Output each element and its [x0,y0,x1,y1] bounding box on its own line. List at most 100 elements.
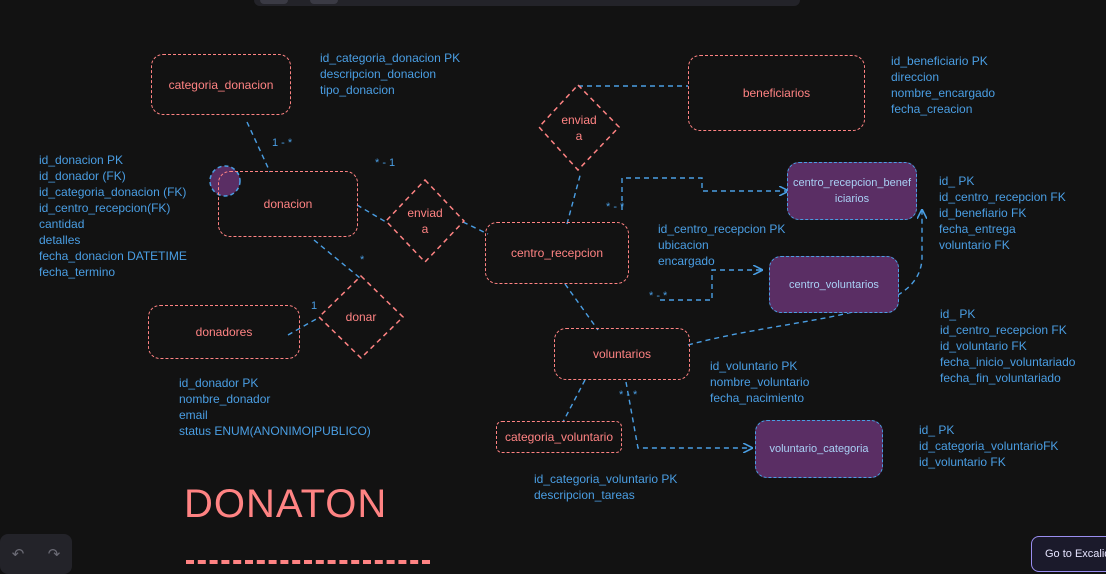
toolbar-button[interactable] [260,0,288,4]
attribute: id_categoria_voluntarioFK [919,439,1059,453]
entity-label: voluntario_categoria [769,443,869,455]
attribute: encargado [658,254,715,268]
entity-label: donacion [263,197,313,211]
link-centro-cv [660,270,762,301]
entity-label: centro_voluntarios [789,278,879,291]
relation-label-line: enviad [561,112,597,127]
link-catdonacion-donacion [246,121,271,173]
attribute: id_voluntario FK [919,455,1006,469]
attrs-centro-recepcion: id_centro_recepcion PK ubicacion encarga… [658,221,785,269]
attribute: id_centro_recepcion(FK) [39,201,171,215]
cardinality-label: * - * [619,389,638,401]
attribute: fecha_donacion DATETIME [39,249,187,263]
cardinality-label: * - * [606,201,625,213]
relation-enviada-beneficiarios[interactable]: enviad a [539,85,619,170]
attrs-voluntario-categoria: id_ PK id_categoria_voluntarioFK id_volu… [919,422,1058,470]
attrs-donadores: id_donador PK nombre_donador email statu… [179,375,371,439]
entity-voluntarios[interactable]: voluntarios [554,328,690,380]
attrs-centro-recepcion-beneficiarios: id_ PK id_centro_recepcion FK id_benefia… [939,173,1066,253]
attribute: id_ PK [919,423,955,437]
entity-label: beneficiarios [742,86,811,100]
relation-label: donar [345,310,377,324]
entity-label: categoria_voluntario [504,430,614,444]
attrs-voluntarios: id_voluntario PK nombre_voluntario fecha… [710,358,809,406]
attribute: id_categoria_donacion PK [320,51,461,65]
toolbar-button[interactable] [310,0,338,4]
attribute: cantidad [39,217,85,231]
entity-centro-recepcion-beneficiarios[interactable]: centro_recepcion_beneficiarios [787,162,917,220]
entity-label: centro_recepcion_beneficiarios [792,177,912,205]
cardinality-label: * - 1 [375,157,396,169]
link-centro-voluntarios [564,283,599,331]
attribute: detalles [39,233,81,247]
entity-label: centro_recepcion [510,246,604,260]
link-donadores-donar [287,317,319,336]
link-enviada-centro [462,221,489,235]
entity-donadores[interactable]: donadores [148,305,300,359]
attribute: id_ PK [939,174,975,188]
link-voluntarios-crb [687,210,922,346]
relation-donar[interactable]: donar [319,276,403,358]
relation-enviada-beneficiarios-shape [537,83,621,172]
entity-categoria-voluntario[interactable]: categoria_voluntario [496,421,622,453]
attribute: nombre_voluntario [710,375,810,389]
relation-enviada-donacion-shape [384,178,466,264]
relation-donar-shape [317,274,405,360]
undo-redo-panel: ↶ ↷ [0,534,72,574]
cardinality-label: 1 [311,300,318,312]
attribute: id_voluntario FK [940,339,1027,353]
attribute: fecha_termino [39,265,116,279]
entity-voluntario-categoria[interactable]: voluntario_categoria [755,420,883,478]
goto-excalidraw-button[interactable]: Go to Excalidraw+ [1031,536,1106,572]
attribute: id_benefiario FK [939,206,1027,220]
cardinality-label: 1 - * [272,137,293,149]
attribute: email [179,408,208,422]
attribute: id_ PK [940,307,976,321]
link-donacion-donar [313,239,361,279]
relation-label-line: a [421,222,429,236]
attribute: id_centro_recepcion FK [940,323,1067,337]
entity-label: donadores [195,325,253,339]
link-voluntarios-catvol [562,379,586,423]
attribute: id_beneficiario PK [891,54,988,68]
entity-donacion[interactable]: donacion [218,171,358,237]
relation-enviada-donacion[interactable]: enviad a [386,180,464,262]
entity-beneficiarios[interactable]: beneficiarios [688,55,865,131]
attribute: fecha_entrega [939,222,1016,236]
attribute: voluntario FK [939,238,1010,252]
entity-centro-recepcion[interactable]: centro_recepcion [485,222,629,284]
attribute: fecha_creacion [891,102,973,116]
link-donacion-enviada [356,204,387,223]
link-centro-crb [621,177,788,210]
cardinality-label: * - * [649,290,668,302]
attrs-donacion: id_donacion PK id_donador (FK) id_catego… [39,152,187,280]
diagram-title: DONATON [184,482,388,526]
redo-icon[interactable]: ↷ [47,546,61,563]
attribute: id_donacion PK [39,153,124,167]
attribute: tipo_donacion [320,83,395,97]
attribute: direccion [891,70,940,84]
undo-icon[interactable]: ↶ [11,546,25,563]
attribute: id_categoria_voluntario PK [534,472,678,486]
attrs-beneficiarios: id_beneficiario PK direccion nombre_enca… [891,53,995,117]
attribute: id_donador (FK) [39,169,126,183]
entity-label: voluntarios [592,347,652,361]
attribute: id_centro_recepcion FK [939,190,1066,204]
attribute: descripcion_tareas [534,488,635,502]
goto-label: Go to Excalidraw+ [1045,548,1106,560]
attrs-categoria-voluntario: id_categoria_voluntario PK descripcion_t… [534,471,677,503]
relation-label-line: enviad [407,206,443,220]
link-centro-enviada2 [566,171,582,225]
title-underline [186,560,430,564]
attribute: nombre_encargado [891,86,996,100]
attrs-categoria-donacion: id_categoria_donacion PK descripcion_don… [320,50,460,98]
attrs-centro-voluntarios: id_ PK id_centro_recepcion FK id_volunta… [940,306,1075,386]
entity-categoria-donacion[interactable]: categoria_donacion [151,54,291,115]
link-voluntarios-vc [625,381,752,448]
attribute: fecha_nacimiento [710,391,805,405]
cardinality-label: * [360,254,365,266]
entity-centro-voluntarios[interactable]: centro_voluntarios [769,256,899,313]
attribute: fecha_fin_voluntariado [940,371,1061,385]
attribute: id_categoria_donacion (FK) [39,185,187,199]
